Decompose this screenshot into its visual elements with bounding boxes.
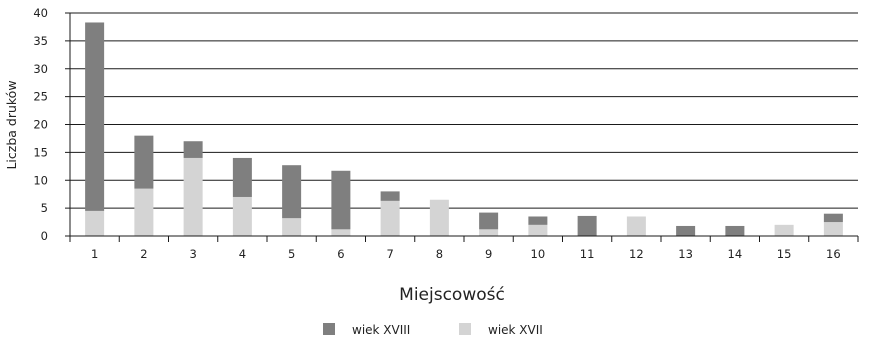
bar-segment xyxy=(823,222,843,236)
x-tick-label: 5 xyxy=(288,247,295,261)
bars xyxy=(85,22,843,236)
y-tick-labels: 0 5 10 15 20 25 30 35 40 xyxy=(33,6,48,243)
bar-segment xyxy=(282,165,302,219)
x-tick-label: 7 xyxy=(386,247,393,261)
legend-swatch xyxy=(323,323,335,335)
bar-segment xyxy=(183,157,203,236)
y-tick-label: 30 xyxy=(33,62,48,76)
x-tick-labels: 1 2 3 4 5 6 7 8 9 10 11 12 13 14 15 16 xyxy=(91,247,841,261)
bar-segment xyxy=(725,225,745,236)
x-tick-label: 9 xyxy=(485,247,492,261)
bar-segment xyxy=(282,218,302,236)
bar-segment xyxy=(331,170,351,230)
bar-segment xyxy=(528,224,548,236)
bar-segment xyxy=(134,188,154,236)
x-tick-label: 10 xyxy=(531,247,546,261)
x-tick-label: 4 xyxy=(239,247,246,261)
bar-segment xyxy=(528,216,548,225)
y-axis-title: Liczba druków xyxy=(4,80,19,169)
y-tick-label: 25 xyxy=(33,90,48,104)
bar-segment xyxy=(85,22,105,211)
y-tick-label: 15 xyxy=(33,145,48,159)
legend-label: wiek XVII xyxy=(488,323,543,337)
x-tick-label: 3 xyxy=(189,247,196,261)
bar-segment xyxy=(380,191,400,201)
y-tick-label: 5 xyxy=(41,201,48,215)
x-tick-label: 13 xyxy=(678,247,693,261)
bar-segment xyxy=(577,215,597,236)
axes xyxy=(65,12,859,242)
legend-swatch xyxy=(459,323,471,335)
bar-segment xyxy=(429,199,449,236)
bar-segment xyxy=(380,200,400,236)
legend: wiek XVIII wiek XVII xyxy=(323,323,543,337)
x-tick-label: 12 xyxy=(629,247,644,261)
bar-segment xyxy=(85,210,105,236)
x-axis-title: Miejscowość xyxy=(399,285,505,305)
bar-segment xyxy=(676,225,696,236)
bar-segment xyxy=(232,196,252,236)
y-tick-label: 10 xyxy=(33,173,48,187)
bar-segment xyxy=(774,224,794,236)
y-tick-label: 20 xyxy=(33,118,48,132)
x-tick-label: 11 xyxy=(580,247,595,261)
legend-label: wiek XVIII xyxy=(352,323,410,337)
x-tick-label: 16 xyxy=(826,247,841,261)
bar-segment xyxy=(823,213,843,223)
x-tick-label: 14 xyxy=(728,247,743,261)
x-tick-label: 15 xyxy=(777,247,792,261)
bar-segment xyxy=(183,141,203,158)
bar-segment xyxy=(232,157,252,197)
bar-segment xyxy=(479,229,499,236)
x-tick-label: 8 xyxy=(436,247,443,261)
bar-segment xyxy=(134,135,154,189)
x-tick-label: 2 xyxy=(140,247,147,261)
y-tick-label: 35 xyxy=(33,34,48,48)
bar-segment xyxy=(626,216,646,236)
bar-segment xyxy=(479,212,499,230)
x-tick-label: 6 xyxy=(337,247,344,261)
bar-segment xyxy=(331,229,351,236)
y-tick-label: 0 xyxy=(41,229,48,243)
x-tick-label: 1 xyxy=(91,247,98,261)
y-tick-label: 40 xyxy=(33,6,48,20)
